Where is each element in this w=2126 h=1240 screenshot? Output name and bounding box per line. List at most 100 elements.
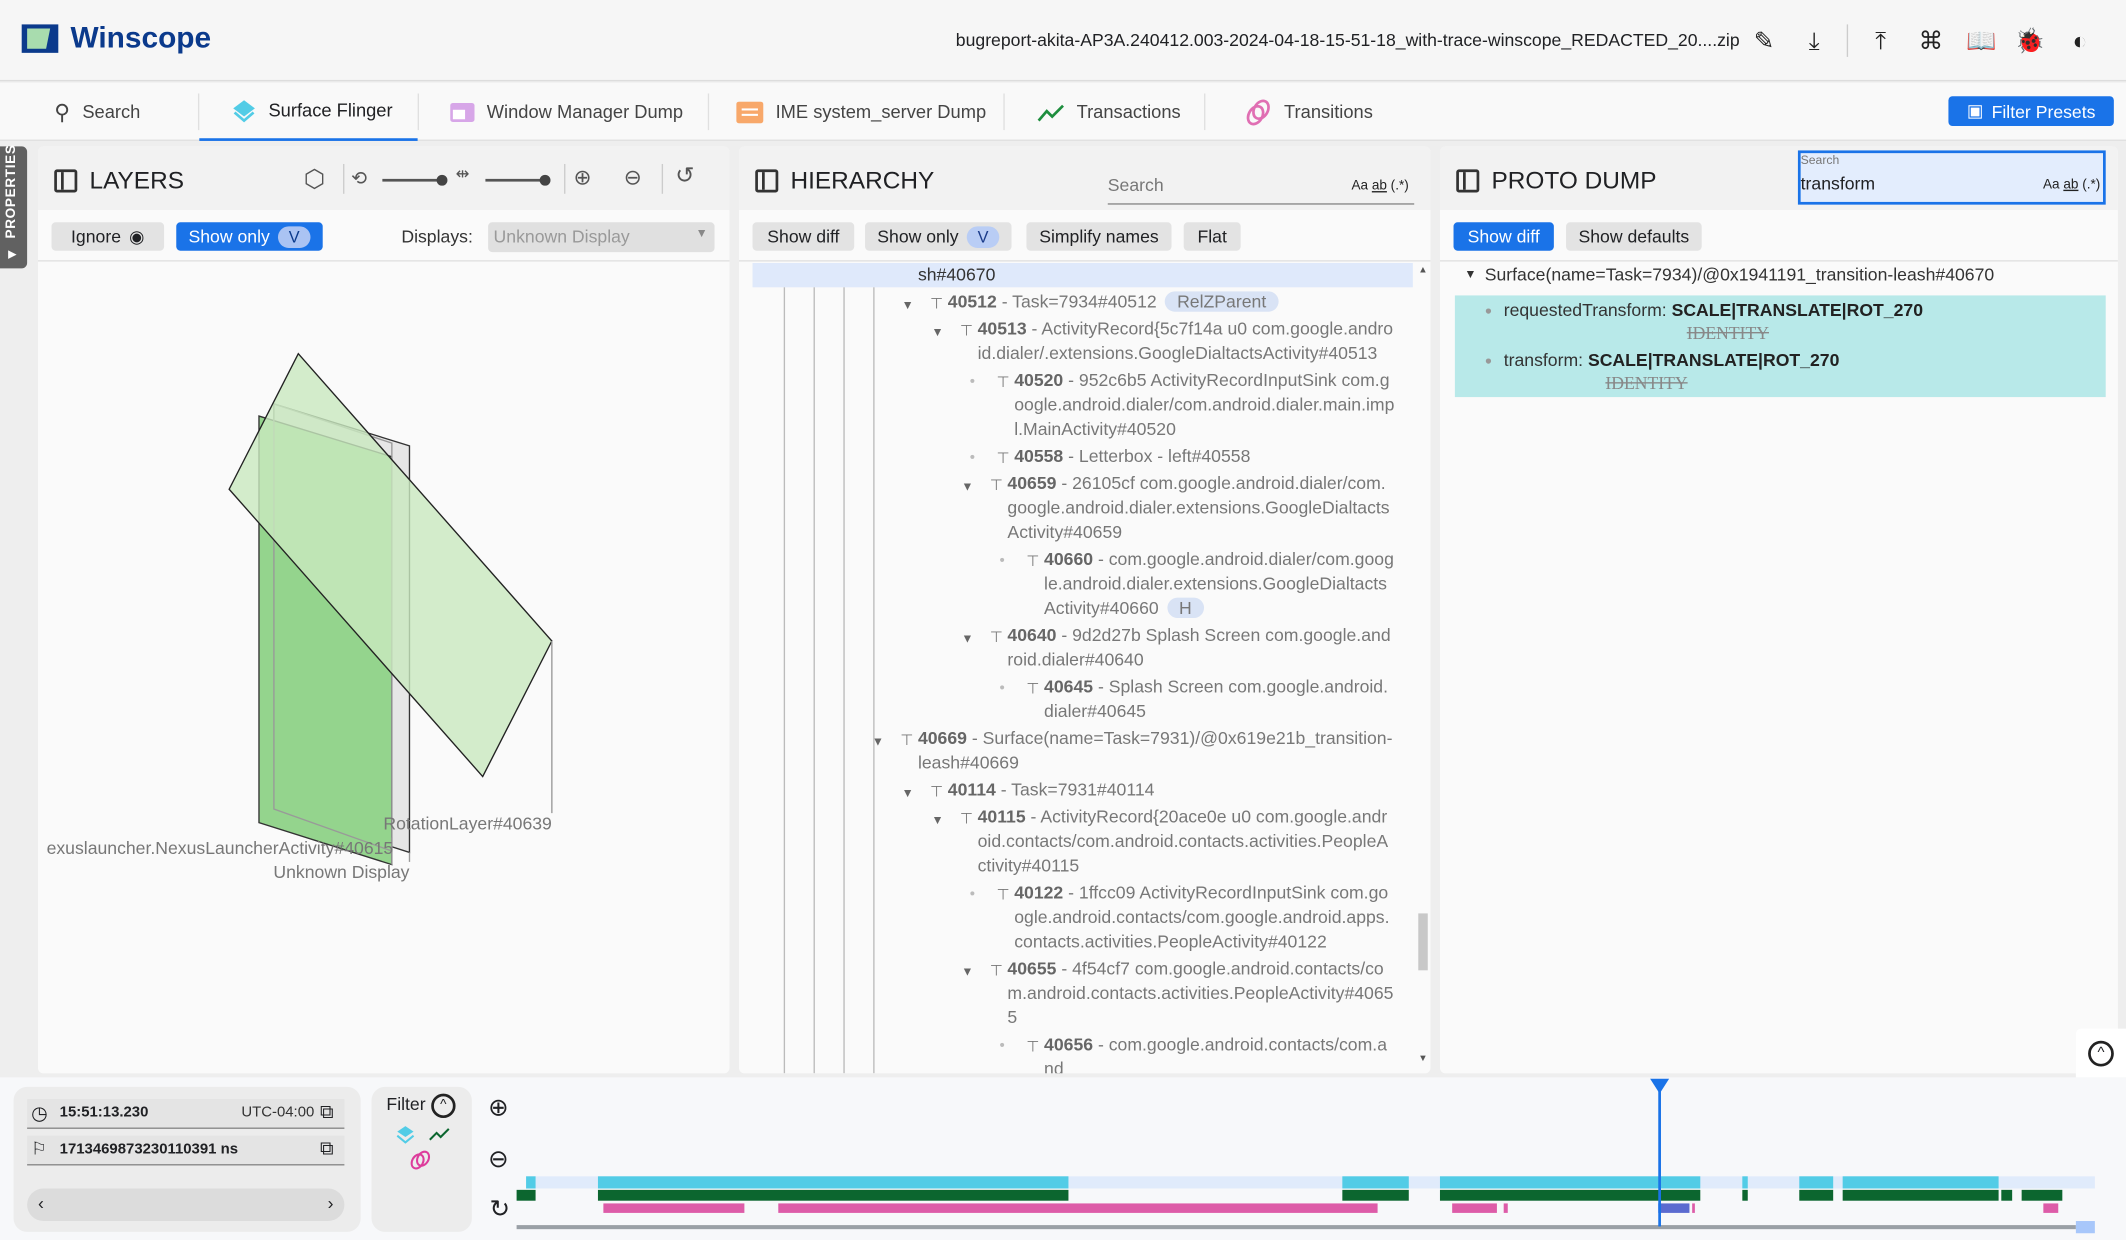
edit-icon[interactable]: ✎ [1753,27,1775,55]
tree-node[interactable]: ▼ ⊥ 40115 - ActivityRecord{20ace0e u0 com.… [739,805,1413,878]
chart-line-icon[interactable] [428,1128,450,1142]
collapse-panel-icon[interactable] [54,169,78,193]
pin-icon[interactable]: ⊥ [1026,678,1040,696]
pin-icon[interactable]: ⊥ [989,475,1003,492]
match-case-toggle[interactable]: Aa [2042,177,2060,193]
search-options[interactable]: Aa ab (.*) [2043,178,2100,193]
pin-icon[interactable]: ⊥ [930,294,944,311]
expand-toggle-icon[interactable]: ▼ [961,631,974,646]
transition-entry[interactable] [1692,1203,1695,1213]
transactions-entry[interactable] [1742,1189,1748,1201]
pin-icon[interactable]: ⊥ [996,884,1010,902]
download-icon[interactable]: ⤓ [1808,27,1820,55]
transition-entry[interactable] [2043,1203,2059,1213]
transactions-entry[interactable] [1842,1189,1999,1201]
pin-icon[interactable]: ⊥ [1026,551,1040,568]
tree-node[interactable]: ● ⊥ 40520 - 952c6b5 ActivityRecordInputSin… [739,369,1413,442]
spacing-slider[interactable] [485,174,551,186]
expand-toggle-icon[interactable]: ▼ [931,813,944,827]
proto-root-node[interactable]: Surface(name=Task=7934)/@0x1941191_trans… [1484,264,1995,285]
timeline-minimap-window[interactable] [2075,1221,2095,1234]
collapse-panel-icon[interactable] [755,169,779,193]
tree-node[interactable]: ▼ ⊥ 40669 - Surface(name=Task=7931)/@0x619… [739,726,1413,775]
pin-icon[interactable]: ⊥ [930,781,944,799]
timeline-cursor-line[interactable] [1658,1088,1661,1227]
transition-entry[interactable] [1503,1203,1508,1213]
transactions-entry[interactable] [597,1189,1069,1201]
transactions-entry[interactable] [1342,1189,1409,1201]
expand-toggle-icon[interactable]: ▼ [871,734,884,749]
reset-zoom-icon[interactable]: ↻ [489,1195,510,1223]
pin-icon[interactable]: ⊥ [989,960,1003,978]
match-case-toggle[interactable]: Aa [1351,178,1369,194]
zoom-out-icon[interactable]: ⊖ [488,1145,509,1173]
tree-node[interactable]: ▼ ⊥ 40655 - 4f54cf7 com.google.android.con… [739,957,1413,1030]
proto-property[interactable]: ● transform: SCALE|TRANSLATE|ROT_270 [1485,348,1840,372]
expand-toggle-icon[interactable]: ▼ [961,479,974,494]
transition-entry[interactable] [603,1203,745,1213]
displays-select[interactable]: Unknown Display ▼ [488,222,715,253]
expand-toggle-icon[interactable]: ▼ [901,786,914,800]
collapse-toggle-icon[interactable]: ▼ [1464,266,1477,281]
whole-word-toggle[interactable]: ab [1371,178,1387,194]
transactions-entry[interactable] [1439,1189,1701,1201]
transitions-icon[interactable] [409,1149,431,1171]
hierarchy-search-input[interactable]: Search Aa ab (.*) [1107,171,1415,205]
tab-surface-flinger[interactable]: Surface Flinger [199,83,418,141]
show-only-button[interactable]: Show only V [176,222,323,251]
slider-thumb[interactable] [539,174,551,186]
whole-word-toggle[interactable]: ab [2063,177,2079,193]
copy-icon[interactable]: ⧉ [319,1100,334,1123]
expand-toggle-icon[interactable]: ▼ [931,325,944,339]
tree-node[interactable]: ▼ ⊥ 40513 - ActivityRecord{5c7f14a u0 com.… [739,317,1413,366]
proto-property[interactable]: ● requestedTransform: SCALE|TRANSLATE|ROT… [1485,298,1923,322]
pin-icon[interactable]: ⊥ [959,809,973,826]
tree-node[interactable]: ▼ ⊥ 40640 - 9d2d27b Splash Screen com.goog… [739,623,1413,672]
regex-toggle[interactable]: (.*) [2082,177,2101,193]
show-diff-button[interactable]: Show diff [1453,222,1554,251]
zoom-in-icon[interactable]: ⊕ [488,1093,509,1121]
zoom-out-icon[interactable]: ⊖ [623,166,642,190]
layers-icon[interactable] [396,1125,415,1144]
rotation-slider[interactable] [382,174,448,186]
flat-button[interactable]: Flat [1183,222,1241,251]
transactions-entry[interactable] [2021,1189,2063,1201]
theme-icon[interactable]: ◐ [2072,27,2088,55]
regex-toggle[interactable]: (.*) [1390,178,1409,194]
pin-icon[interactable]: ⊥ [959,321,973,338]
rotate-icon[interactable]: ⟲ [351,166,368,189]
tree-scrollbar[interactable]: ▲ ▼ [1417,263,1431,1073]
chevron-up-icon[interactable]: ^ [431,1093,456,1119]
cube-icon[interactable]: ⬡ [303,165,326,193]
surface-flinger-entry[interactable] [1439,1176,1701,1189]
surface-flinger-entry[interactable] [1342,1176,1409,1189]
copy-icon[interactable]: ⧉ [319,1137,334,1159]
collapse-panel-icon[interactable] [1456,169,1480,193]
tab-ime-dump[interactable]: IME system_server Dump [723,83,1000,141]
expand-toggle-icon[interactable]: ▼ [901,298,914,312]
tab-transactions[interactable]: Transactions [1024,83,1195,141]
pin-icon[interactable]: ⊥ [996,448,1010,465]
transactions-entry[interactable] [1799,1189,1834,1201]
bug-icon[interactable]: 🐞 [2014,27,2046,55]
surface-flinger-entry[interactable] [1799,1176,1834,1189]
transition-entry[interactable] [778,1203,1378,1213]
scrollbar-thumb[interactable] [1418,913,1428,971]
next-entry-button[interactable]: › [327,1192,334,1213]
prev-entry-button[interactable]: ‹ [37,1192,44,1213]
transactions-entry[interactable] [2001,1189,2013,1201]
collapse-timeline-button[interactable]: ^ [2075,1028,2126,1078]
scroll-down-icon[interactable]: ▼ [1418,1054,1428,1064]
properties-side-tab[interactable]: PROPERTIES ▶ [0,144,28,269]
ignore-button[interactable]: Ignore ◉ [51,222,165,251]
tree-node[interactable]: ● ⊥ 40558 - Letterbox - left#40558 [739,445,1413,469]
tree-node[interactable]: ● ⊥ 40656 - com.google.android.contacts/co… [739,1033,1413,1073]
tree-node[interactable]: ● ⊥ 40645 - Splash Screen com.google.andro… [739,675,1413,724]
surface-flinger-entry[interactable] [526,1176,536,1189]
tree-node[interactable]: ● ⊥ 40122 - 1ffcc09 ActivityRecordInputSin… [739,881,1413,954]
pin-icon[interactable]: ⊥ [996,372,1010,389]
reset-history-icon[interactable]: ↺ [675,162,695,189]
surface-flinger-entry[interactable] [1842,1176,1999,1189]
timeline-axis[interactable] [516,1225,2076,1230]
tree-node[interactable]: ▼ ⊥ 40114 - Task=7931#40114 [739,778,1413,802]
